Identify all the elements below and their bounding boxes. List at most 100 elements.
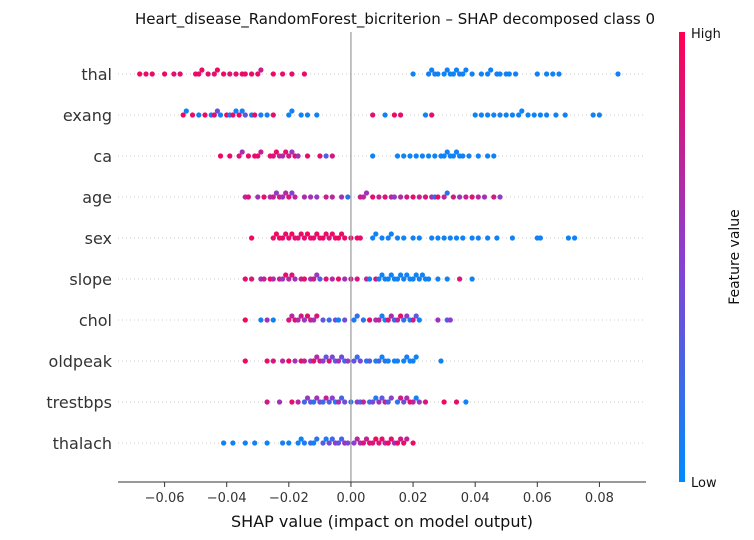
shap-point (385, 317, 391, 323)
shap-point (273, 190, 279, 196)
shap-point (304, 313, 311, 319)
shap-point (258, 149, 264, 155)
shap-point (270, 194, 276, 200)
shap-point (227, 71, 233, 77)
shap-point (398, 194, 404, 200)
shap-point (280, 153, 286, 159)
shap-point (394, 358, 401, 364)
shap-point (453, 67, 460, 73)
shap-point (320, 358, 326, 364)
shap-point (441, 235, 447, 241)
shap-point (211, 71, 217, 77)
shap-point (221, 71, 227, 77)
shap-point (298, 313, 304, 319)
shap-point (422, 112, 429, 118)
shap-point (376, 440, 382, 446)
shap-point (410, 358, 416, 364)
shap-point (298, 231, 304, 237)
shap-point (323, 395, 329, 401)
shap-point (413, 272, 419, 278)
shap-point (363, 190, 370, 196)
shap-point (301, 440, 307, 446)
shap-point (289, 231, 295, 237)
shap-point (413, 313, 419, 319)
shap-point (211, 112, 217, 118)
shap-point (180, 112, 186, 118)
shap-point (407, 153, 413, 159)
shap-point (435, 317, 441, 323)
shap-point (416, 194, 422, 200)
shap-point (335, 399, 342, 405)
shap-point (435, 235, 441, 241)
shap-point (447, 235, 453, 241)
shap-point (388, 436, 394, 442)
shap-point (283, 272, 289, 278)
shap-point (516, 112, 522, 118)
shap-point (357, 358, 363, 364)
shap-point (460, 235, 466, 241)
shap-point (416, 399, 422, 405)
shap-point (289, 190, 295, 196)
shap-point (398, 112, 404, 118)
shap-point (429, 112, 435, 118)
shap-point (413, 153, 419, 159)
shap-point (233, 108, 239, 114)
shap-point (404, 194, 410, 200)
shap-point (289, 399, 295, 405)
shap-point (373, 395, 379, 401)
shap-point (295, 235, 301, 241)
shap-point (429, 67, 435, 73)
shap-point (258, 112, 264, 118)
shap-point (255, 153, 261, 159)
shap-point (441, 71, 447, 77)
shap-point (342, 399, 348, 405)
shap-point (314, 231, 320, 237)
shap-point (258, 67, 264, 73)
shap-point (429, 235, 435, 241)
shap-point (494, 235, 500, 241)
shap-point (562, 112, 568, 118)
shap-point (301, 71, 307, 77)
shap-point (236, 153, 242, 159)
shap-point (506, 71, 512, 77)
shap-point (444, 149, 450, 155)
shap-point (478, 71, 484, 77)
shap-point (401, 358, 407, 364)
shap-point (335, 276, 342, 282)
shap-point (314, 112, 320, 118)
shap-point (335, 440, 342, 446)
shap-point (497, 194, 503, 200)
shap-point (388, 313, 394, 319)
shap-point (410, 440, 416, 446)
shap-point (404, 272, 410, 278)
shap-point (245, 194, 251, 200)
feature-label-thal: thal (81, 65, 112, 84)
shap-point (351, 440, 357, 446)
shap-point (416, 276, 422, 282)
shap-point (326, 399, 332, 405)
shap-point (354, 354, 360, 360)
shap-point (280, 194, 286, 200)
shap-point (311, 317, 317, 323)
shap-point (339, 194, 345, 200)
shap-point (435, 276, 441, 282)
feature-label-ca: ca (93, 147, 112, 166)
shap-point (565, 235, 572, 241)
shap-point (289, 149, 295, 155)
x-tick-label: 0.04 (461, 491, 490, 506)
shap-point (329, 276, 335, 282)
shap-point (214, 108, 220, 114)
shap-point (286, 276, 292, 282)
shap-point (280, 276, 286, 282)
shap-point (242, 112, 248, 118)
shap-point (335, 317, 342, 323)
x-tick-label: −0.06 (145, 491, 185, 506)
feature-label-oldpeak: oldpeak (49, 352, 113, 371)
shap-point (217, 153, 224, 159)
shap-point (286, 112, 292, 118)
shap-point (162, 71, 168, 77)
shap-point (308, 194, 314, 200)
shap-point (354, 436, 360, 442)
x-tick-label: 0.00 (336, 491, 365, 506)
x-tick-label: 0.02 (399, 491, 428, 506)
